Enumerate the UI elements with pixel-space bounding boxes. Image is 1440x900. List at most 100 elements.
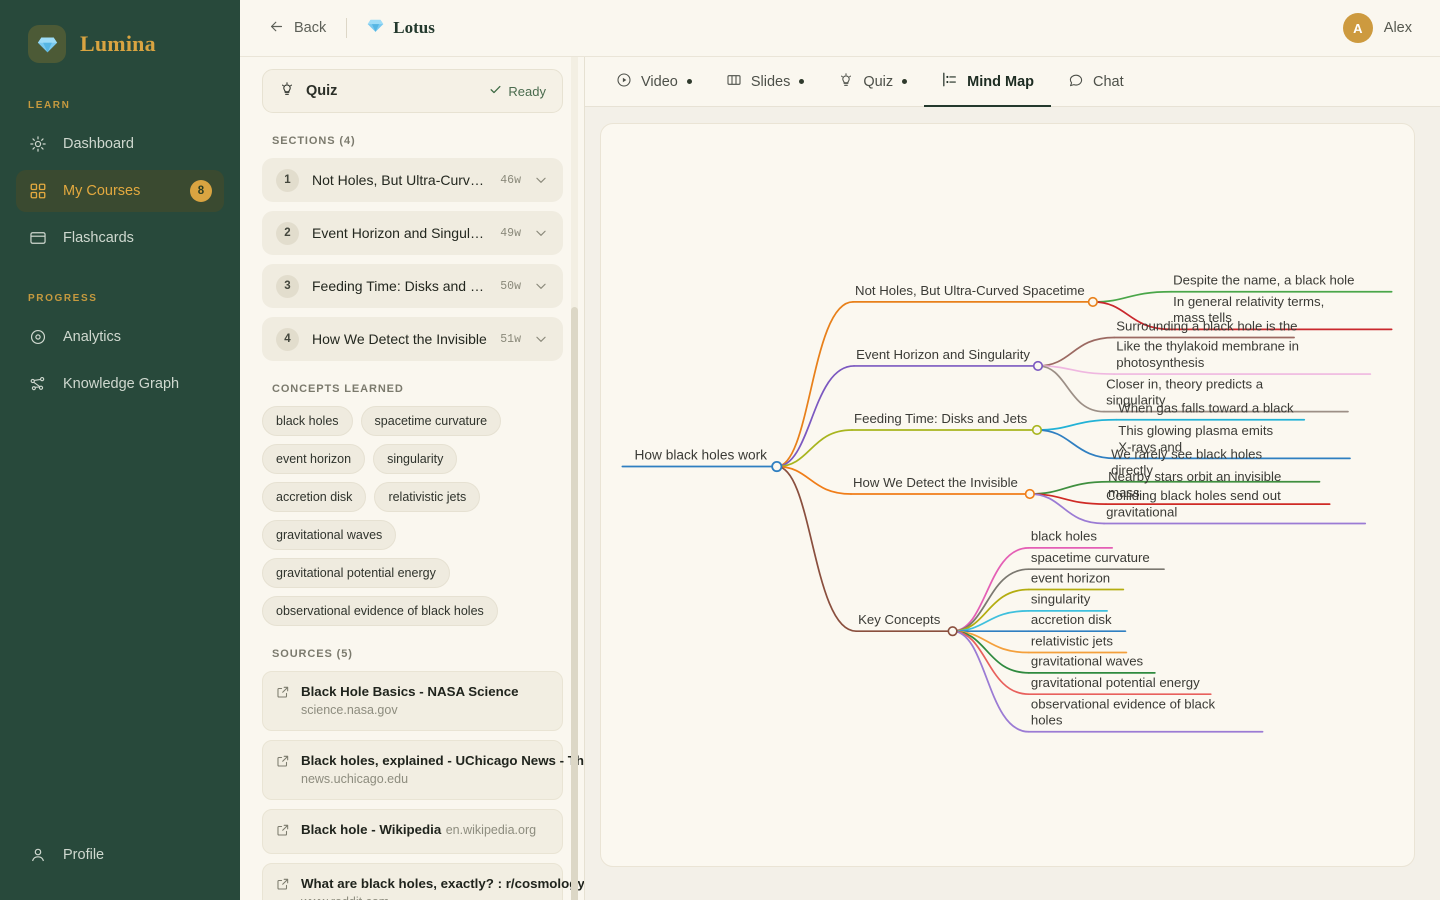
sidebar-item-label: Flashcards	[63, 230, 134, 246]
sidebar-item-label: Analytics	[63, 329, 122, 345]
target-icon	[28, 327, 48, 347]
mindmap-node-label[interactable]: Like the thylakoid membrane in photosynth…	[1116, 339, 1299, 370]
topbar: Back Lotus A Alex	[240, 0, 1440, 57]
tab-video[interactable]: Video	[599, 57, 709, 107]
mindmap-edge	[775, 301, 854, 468]
tab-quiz[interactable]: Quiz	[821, 57, 924, 107]
mindmap-node-label[interactable]: Surrounding a black hole is the	[1116, 318, 1297, 333]
concepts-list: black holes spacetime curvature event ho…	[262, 406, 563, 626]
mindmap-edge	[951, 568, 1030, 633]
section-row-2[interactable]: 2 Event Horizon and Singularity 49w	[262, 211, 563, 255]
tab-chat[interactable]: Chat	[1051, 57, 1141, 107]
course-detail-panel: Quiz Ready SECTIONS (4) 1 Not Holes, But…	[240, 57, 585, 900]
mindmap-node-label[interactable]: We rarely see black holes directly	[1111, 446, 1262, 477]
mindmap-edge	[1036, 429, 1118, 460]
concept-chip[interactable]: observational evidence of black holes	[262, 596, 498, 626]
tab-label: Slides	[750, 73, 791, 90]
mindmap-edge	[951, 546, 1030, 633]
chevron-down-icon[interactable]	[534, 173, 548, 187]
tab-label: Chat	[1093, 73, 1124, 90]
mindmap-canvas[interactable]: How black holes work Not Holes, But Ultra…	[600, 123, 1415, 867]
concept-chip[interactable]: singularity	[373, 444, 458, 474]
mindmap-node-label[interactable]: When gas falls toward a black	[1118, 401, 1294, 416]
mindmap-node-handle[interactable]	[1032, 360, 1044, 372]
content-row: Quiz Ready SECTIONS (4) 1 Not Holes, But…	[240, 57, 1440, 900]
mindmap-node-label[interactable]: Despite the name, a black hole	[1173, 273, 1354, 288]
mindmap-node-handle[interactable]	[1087, 296, 1098, 307]
mindmap-node-label[interactable]: Not Holes, But Ultra-Curved Spacetime	[855, 283, 1085, 298]
sidebar-item-label: Knowledge Graph	[63, 376, 180, 392]
mindmap-edge	[951, 630, 1030, 733]
source-row[interactable]: What are black holes, exactly? : r/cosmo…	[262, 863, 584, 900]
sidebar-item-label: Dashboard	[63, 136, 134, 152]
concept-chip[interactable]: event horizon	[262, 444, 366, 474]
concept-chip[interactable]: spacetime curvature	[360, 406, 502, 436]
mindmap-node-label[interactable]: observational evidence of black holes	[1031, 696, 1216, 727]
mindmap-node-label[interactable]: Event Horizon and Singularity	[856, 347, 1030, 362]
external-link-icon	[276, 752, 290, 788]
concept-chip[interactable]: gravitational waves	[262, 520, 397, 550]
source-title: Black hole - Wikipedia	[301, 822, 442, 837]
source-row[interactable]: Black hole - Wikipedia en.wikipedia.org	[262, 809, 563, 854]
mindmap-root-handle[interactable]	[771, 460, 783, 473]
sidebar-item-knowledge-graph[interactable]: Knowledge Graph	[16, 363, 224, 405]
mindmap-node-handle[interactable]	[1031, 424, 1043, 436]
back-button[interactable]: Back	[268, 18, 326, 39]
concept-chip[interactable]: gravitational potential energy	[262, 558, 450, 588]
section-row-1[interactable]: 1 Not Holes, But Ultra-Curved ... 46w	[262, 158, 563, 202]
mindmap-node-label[interactable]: Key Concepts	[858, 612, 941, 627]
source-row[interactable]: Black holes, explained - UChicago News -…	[262, 740, 584, 800]
section-row-3[interactable]: 3 Feeding Time: Disks and Jets 50w	[262, 264, 563, 308]
nav-group-label-learn: LEARN	[28, 100, 71, 111]
mindmap-node-label[interactable]: accretion disk	[1031, 612, 1112, 627]
tab-mind-map[interactable]: Mind Map	[924, 57, 1051, 107]
mindmap-node-label[interactable]: How We Detect the Invisible	[853, 475, 1018, 490]
sidebar-item-profile[interactable]: Profile	[16, 834, 224, 876]
check-icon	[489, 83, 502, 99]
mindmap-node-label[interactable]: Closer in, theory predicts a singularity	[1106, 376, 1264, 407]
chevron-down-icon[interactable]	[534, 332, 548, 346]
concept-chip[interactable]: relativistic jets	[374, 482, 481, 512]
card-icon	[28, 228, 48, 248]
mindmap-node-label[interactable]: relativistic jets	[1031, 633, 1114, 648]
chevron-down-icon[interactable]	[534, 226, 548, 240]
mindmap-node-label[interactable]: This glowing plasma emits X-rays and	[1118, 423, 1273, 454]
sidebar-item-analytics[interactable]: Analytics	[16, 316, 224, 358]
mindmap-node-label[interactable]: gravitational potential energy	[1031, 675, 1200, 690]
source-row[interactable]: Black Hole Basics - NASA Science science…	[262, 671, 563, 731]
panel-scrollbar-thumb[interactable]	[571, 307, 578, 900]
mindmap-node-handle[interactable]	[1024, 488, 1035, 500]
mindmap-node-label[interactable]: Nearby stars orbit an invisible mass	[1108, 469, 1281, 500]
sidebar-item-dashboard[interactable]: Dashboard	[16, 123, 224, 165]
tab-slides[interactable]: Slides	[709, 57, 822, 107]
mindmap-node-handle[interactable]	[947, 626, 958, 637]
mindmap-node-label[interactable]: black holes	[1031, 529, 1097, 544]
tab-label: Video	[641, 73, 678, 90]
tab-label: Mind Map	[967, 73, 1035, 90]
sidebar-item-my-courses[interactable]: My Courses 8	[16, 170, 224, 212]
mindmap-node-label[interactable]: spacetime curvature	[1031, 550, 1150, 565]
mindmap-node-label[interactable]: How black holes work	[635, 447, 768, 462]
quiz-status-card[interactable]: Quiz Ready	[262, 69, 563, 113]
section-word-count: 46w	[500, 173, 521, 187]
concept-chip[interactable]: accretion disk	[262, 482, 367, 512]
mindmap-edge	[1036, 418, 1118, 431]
mindmap-node-label[interactable]: In general relativity terms, mass tells	[1173, 294, 1324, 325]
diamond-icon	[367, 17, 384, 39]
sidebar-item-flashcards[interactable]: Flashcards	[16, 217, 224, 259]
course-title: Lotus	[367, 17, 435, 39]
bulb-icon	[279, 81, 295, 102]
mindmap-node-label[interactable]: singularity	[1031, 592, 1091, 607]
chevron-down-icon[interactable]	[534, 279, 548, 293]
concept-chip[interactable]: black holes	[262, 406, 353, 436]
mindmap-node-label[interactable]: event horizon	[1031, 570, 1110, 585]
mindmap-edge	[951, 630, 1030, 696]
section-row-4[interactable]: 4 How We Detect the Invisible 51w	[262, 317, 563, 361]
user-menu[interactable]: A Alex	[1342, 13, 1412, 43]
mindmap-node-label[interactable]: Colliding black holes send out gravitatio…	[1106, 488, 1281, 519]
mindmap-node-label[interactable]: gravitational waves	[1031, 654, 1144, 669]
mindmap-node-label[interactable]: Feeding Time: Disks and Jets	[854, 411, 1028, 426]
source-title: Black holes, explained - UChicago News -…	[301, 753, 585, 768]
mindmap-svg[interactable]: How black holes work Not Holes, But Ultra…	[601, 124, 1414, 866]
